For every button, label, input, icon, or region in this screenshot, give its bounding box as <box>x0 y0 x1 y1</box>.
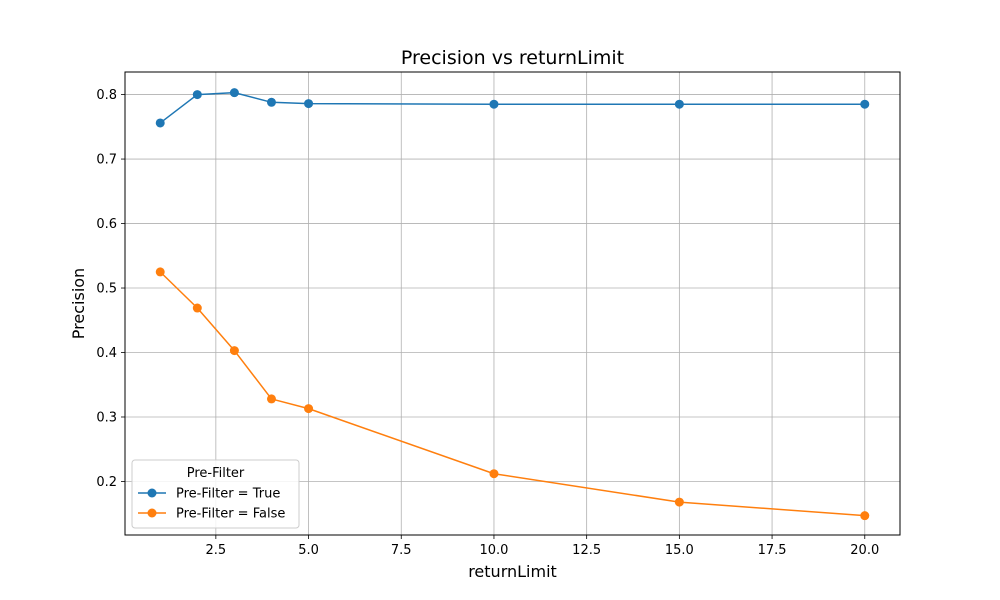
legend-entry: Pre-Filter = False <box>138 507 285 522</box>
legend-entries: Pre-Filter = True Pre-Filter = False <box>138 487 285 522</box>
x-tick-label: 12.5 <box>572 543 601 558</box>
data-point <box>860 99 870 109</box>
y-tick-label: 0.6 <box>96 217 117 232</box>
data-point <box>192 90 202 100</box>
data-point <box>229 88 239 98</box>
x-tick-label: 15.0 <box>665 543 694 558</box>
legend-box <box>131 459 300 529</box>
y-axis-label: Precision <box>69 268 88 339</box>
x-tick-label: 5.0 <box>298 543 319 558</box>
tick-layer: 2.5 5.0 7.5 10.0 12.5 15.0 17.5 20.0 0.2 0.3 0.4 0.… <box>96 88 879 558</box>
x-tick-label: 20.0 <box>850 543 879 558</box>
chart-title: Precision vs returnLimit <box>401 47 624 69</box>
x-tick-label: 10.0 <box>479 543 508 558</box>
series-layer <box>155 88 870 521</box>
y-tick-label: 0.8 <box>96 88 117 103</box>
data-point <box>229 346 239 356</box>
data-point <box>155 267 165 277</box>
legend-title: Pre-Filter <box>187 466 245 481</box>
y-tick-label: 0.5 <box>96 282 117 297</box>
y-tick-label: 0.4 <box>96 346 117 361</box>
series-2 <box>155 267 870 521</box>
data-point <box>192 303 202 313</box>
plot-frame <box>124 71 901 536</box>
x-tick-label: 7.5 <box>391 543 412 558</box>
legend-marker <box>147 488 157 498</box>
legend-label: Pre-Filter = False <box>176 507 285 522</box>
data-point <box>266 394 276 404</box>
series-1 <box>155 88 870 128</box>
data-point <box>860 511 870 521</box>
series-line <box>159 271 865 517</box>
data-point <box>489 469 499 479</box>
data-point <box>155 118 165 128</box>
y-tick-label: 0.7 <box>96 153 117 168</box>
y-tick-label: 0.3 <box>96 410 117 425</box>
data-point <box>266 97 276 107</box>
x-tick-label: 2.5 <box>206 543 227 558</box>
legend-label: Pre-Filter = True <box>176 487 280 502</box>
data-point <box>489 99 499 109</box>
data-point <box>674 497 684 507</box>
data-point <box>304 99 314 109</box>
x-axis-label: returnLimit <box>468 562 557 581</box>
x-tick-label: 17.5 <box>758 543 787 558</box>
legend-marker <box>147 508 157 518</box>
data-point <box>304 404 314 414</box>
data-point <box>674 99 684 109</box>
y-tick-label: 0.2 <box>96 475 117 490</box>
series-line <box>159 91 865 124</box>
legend-entry: Pre-Filter = True <box>138 487 280 502</box>
